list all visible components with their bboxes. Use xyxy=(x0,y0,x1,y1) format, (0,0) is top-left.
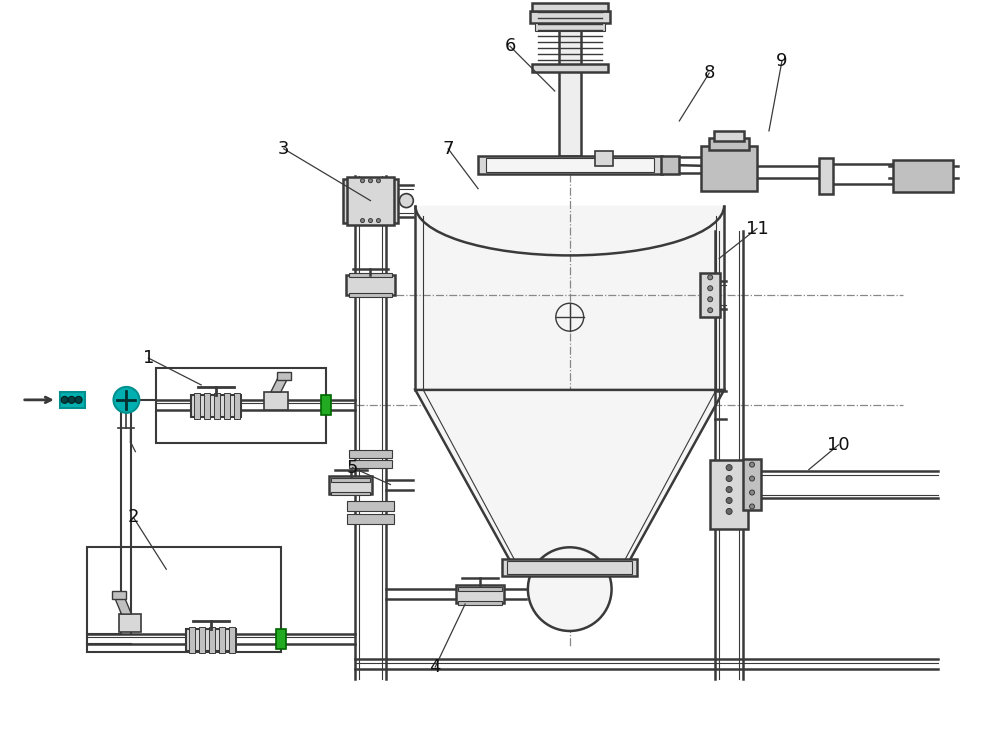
Bar xyxy=(224,393,230,418)
Circle shape xyxy=(528,547,612,631)
Bar xyxy=(214,393,220,418)
Bar xyxy=(349,450,392,458)
Circle shape xyxy=(75,397,82,403)
Bar xyxy=(194,393,200,418)
Bar xyxy=(347,502,394,512)
Text: 11: 11 xyxy=(746,219,768,238)
Bar xyxy=(229,627,235,653)
Bar xyxy=(530,12,610,23)
Bar xyxy=(321,395,331,415)
Bar xyxy=(347,515,394,524)
Bar xyxy=(346,276,395,295)
Bar xyxy=(535,23,605,31)
Bar xyxy=(189,627,195,653)
Text: 7: 7 xyxy=(442,140,454,157)
Bar xyxy=(819,157,833,194)
Circle shape xyxy=(399,194,413,208)
Polygon shape xyxy=(415,390,724,564)
Circle shape xyxy=(726,486,732,493)
Text: 2: 2 xyxy=(128,508,139,526)
Text: 9: 9 xyxy=(776,52,788,70)
Bar xyxy=(331,477,370,482)
Bar xyxy=(204,393,210,418)
Bar xyxy=(532,4,608,12)
Circle shape xyxy=(361,179,365,183)
Bar xyxy=(199,627,205,653)
Bar xyxy=(119,614,141,632)
Bar xyxy=(60,392,85,408)
Bar xyxy=(264,392,288,410)
Bar xyxy=(186,629,236,651)
Bar xyxy=(329,475,372,494)
Bar xyxy=(507,561,632,574)
Text: 5: 5 xyxy=(347,459,358,477)
Circle shape xyxy=(376,219,380,222)
Bar xyxy=(701,146,757,191)
Bar xyxy=(458,587,502,591)
Text: 6: 6 xyxy=(504,37,516,55)
Circle shape xyxy=(708,275,713,280)
Bar xyxy=(532,64,608,72)
Bar xyxy=(234,393,240,418)
Bar xyxy=(710,460,748,529)
Polygon shape xyxy=(271,378,288,392)
Text: 4: 4 xyxy=(429,658,441,676)
Circle shape xyxy=(708,308,713,313)
Bar xyxy=(349,293,392,297)
Bar xyxy=(486,157,654,172)
Bar xyxy=(277,372,291,380)
Circle shape xyxy=(376,179,380,183)
Bar xyxy=(893,160,953,192)
Text: 10: 10 xyxy=(827,436,850,453)
Text: 8: 8 xyxy=(704,64,715,82)
Bar xyxy=(456,585,504,603)
Text: 1: 1 xyxy=(143,349,154,367)
Bar xyxy=(349,460,392,467)
Circle shape xyxy=(726,475,732,482)
Circle shape xyxy=(61,397,68,403)
Circle shape xyxy=(369,179,372,183)
Circle shape xyxy=(750,476,755,481)
Bar xyxy=(714,131,744,141)
Bar xyxy=(595,151,613,165)
Bar xyxy=(347,176,394,225)
Circle shape xyxy=(708,286,713,291)
Bar xyxy=(219,627,225,653)
Bar xyxy=(661,156,679,174)
Circle shape xyxy=(750,490,755,495)
Bar xyxy=(276,629,286,649)
Bar xyxy=(502,559,637,576)
Circle shape xyxy=(68,397,75,403)
Circle shape xyxy=(726,464,732,471)
Wedge shape xyxy=(415,206,724,360)
Circle shape xyxy=(361,219,365,222)
Bar xyxy=(112,591,126,599)
Circle shape xyxy=(113,387,139,413)
Bar xyxy=(559,21,581,156)
Bar xyxy=(209,627,215,653)
Text: 3: 3 xyxy=(278,140,290,157)
Circle shape xyxy=(726,508,732,515)
Bar xyxy=(700,273,720,317)
Circle shape xyxy=(726,497,732,504)
Bar xyxy=(743,459,761,510)
Circle shape xyxy=(369,219,372,222)
Bar xyxy=(191,395,241,417)
Polygon shape xyxy=(114,597,131,614)
Bar xyxy=(478,156,662,174)
Bar xyxy=(709,138,749,150)
Circle shape xyxy=(750,504,755,509)
Bar xyxy=(343,179,398,222)
Circle shape xyxy=(750,462,755,467)
Bar xyxy=(458,601,502,605)
Circle shape xyxy=(708,297,713,302)
Bar xyxy=(156,368,326,443)
Bar xyxy=(349,273,392,277)
Bar xyxy=(87,547,281,652)
Polygon shape xyxy=(415,206,724,390)
Bar xyxy=(331,491,370,496)
